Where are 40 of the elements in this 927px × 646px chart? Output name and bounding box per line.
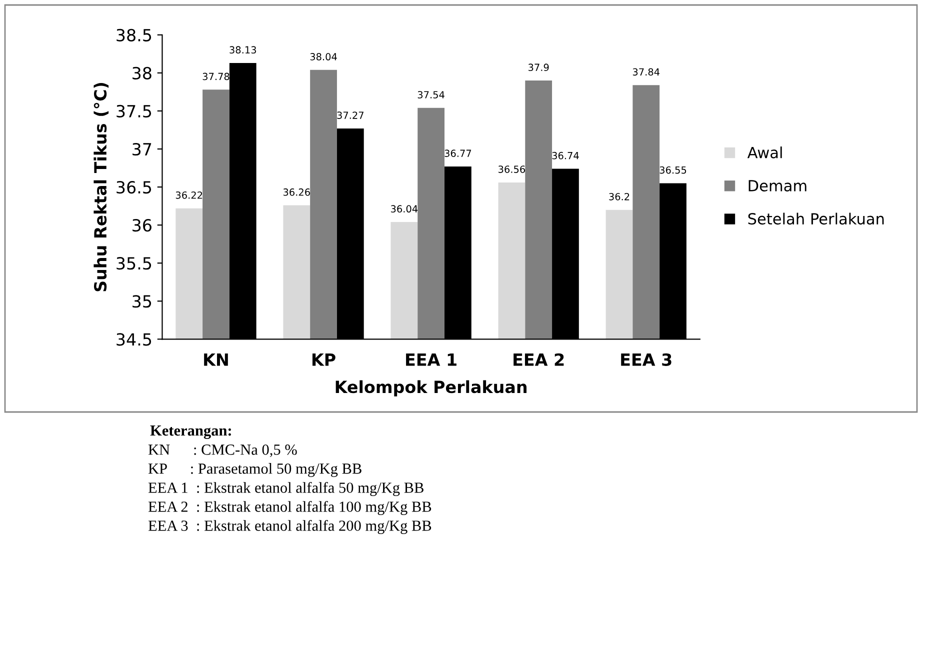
y-tick-label: 38 — [132, 66, 152, 80]
text: EEA 2 : Ekstrak etanol alfalfa 100 mg/Kg BB — [148, 500, 432, 516]
text: EEA 1 : Ekstrak etanol alfalfa 50 mg/Kg BB — [148, 482, 424, 496]
data-label: 36.55 — [660, 166, 686, 174]
x-axis-title: Kelompok Perlakuan — [336, 380, 526, 396]
data-label: 36.74 — [552, 152, 579, 160]
x-tick-label: KN — [204, 354, 228, 366]
y-axis-title: Suhu Rektal Tikus (°C) — [94, 82, 109, 292]
x-tick-label: EEA 2 — [514, 353, 564, 366]
legend-label: Awal — [747, 146, 782, 158]
data-label: 37.54 — [418, 91, 444, 98]
text: Keterangan: — [150, 426, 231, 439]
data-label: 38.04 — [310, 53, 337, 60]
x-tick-label: KP — [312, 354, 336, 366]
y-tick-label: 36.5 — [116, 180, 152, 194]
x-tick-label: EEA 3 — [621, 353, 672, 366]
data-label: 37.84 — [632, 68, 660, 76]
data-label: 36.77 — [444, 150, 472, 157]
y-tick-label: 37 — [132, 142, 152, 156]
legend-label: Setelah Perlakuan — [748, 212, 884, 225]
data-label: 36.04 — [390, 205, 418, 213]
data-label: 36.56 — [498, 166, 526, 173]
data-label: 37.27 — [337, 112, 364, 119]
data-label: 36.2 — [609, 192, 630, 200]
x-tick-label: EEA 1 — [406, 354, 456, 366]
data-label: 37.78 — [202, 72, 230, 80]
text: KN : CMC-Na 0,5 % — [148, 444, 297, 458]
y-tick-label: 36 — [132, 219, 152, 232]
y-tick-label: 38.5 — [116, 28, 152, 42]
data-label: 36.22 — [176, 191, 202, 199]
y-tick-label: 35 — [132, 295, 152, 308]
data-label: 37.9 — [528, 64, 549, 72]
legend-label: Demam — [748, 180, 806, 192]
y-tick-label: 34.5 — [116, 333, 152, 346]
y-tick-label: 35.5 — [116, 257, 152, 270]
text: EEA 3 : Ekstrak etanol alfalfa 200 mg/Kg BB — [148, 520, 432, 534]
y-tick-label: 37.5 — [116, 104, 152, 118]
data-label: 36.26 — [283, 188, 310, 196]
text: KP : Parasetamol 50 mg/Kg BB — [148, 463, 362, 477]
data-label: 38.13 — [230, 46, 256, 54]
